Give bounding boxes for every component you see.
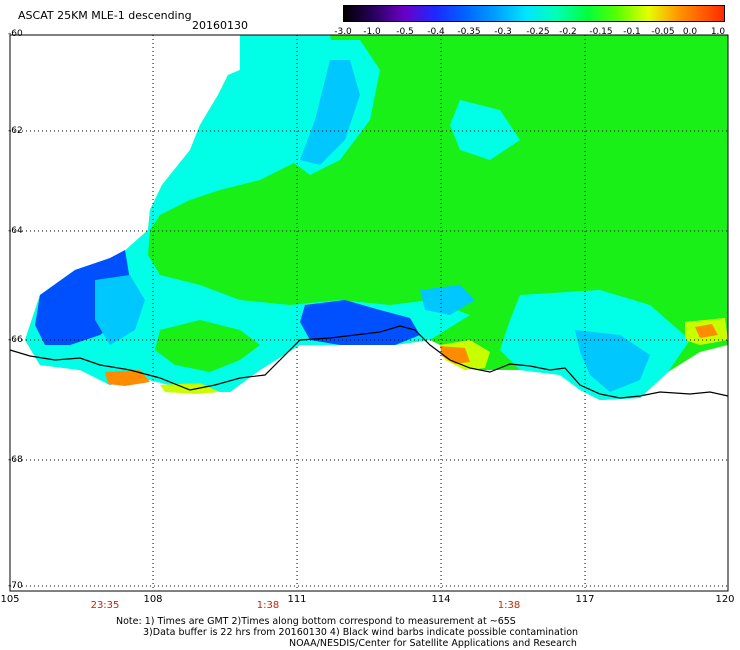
note-line-2: 3)Data buffer is 22 hrs from 20160130 4)… bbox=[143, 627, 579, 638]
colorbar-label: 1.0 bbox=[710, 27, 726, 37]
ocean-lightblue-west bbox=[95, 275, 145, 345]
colorbar bbox=[343, 5, 725, 22]
lat-label: -64 bbox=[8, 226, 23, 236]
lon-label: 117 bbox=[575, 594, 595, 605]
colorbar-label: -0.4 bbox=[427, 27, 445, 37]
ocean-orange-east bbox=[695, 324, 718, 338]
note-line-3: NOAA/NESDIS/Center for Satellite Applica… bbox=[289, 638, 577, 649]
lat-label: -62 bbox=[8, 126, 23, 136]
ocean-lightblue-east bbox=[575, 330, 650, 392]
ocean-yellow-west bbox=[160, 383, 220, 394]
ocean-blue-mid bbox=[300, 300, 420, 345]
lat-label: -60 bbox=[8, 29, 23, 39]
ocean-orange-coast bbox=[440, 346, 470, 364]
ocean-lightblue-streak bbox=[300, 60, 360, 165]
lat-label: -70 bbox=[8, 581, 23, 591]
colorbar-label: -0.1 bbox=[623, 27, 641, 37]
lon-label: 111 bbox=[287, 594, 307, 605]
colorbar-label: -1.0 bbox=[363, 27, 381, 37]
colorbar-label: -3.0 bbox=[334, 27, 352, 37]
pass-time-label: 1:38 bbox=[497, 600, 521, 611]
lat-label: -66 bbox=[8, 335, 23, 345]
colorbar-label: -0.3 bbox=[494, 27, 512, 37]
ocean-lightblue-mid bbox=[420, 285, 475, 315]
colorbar-label: -0.5 bbox=[396, 27, 414, 37]
note-line-1: Note: 1) Times are GMT 2)Times along bot… bbox=[116, 616, 516, 627]
colorbar-label: -0.15 bbox=[589, 27, 613, 37]
colorbar-label: -0.35 bbox=[457, 27, 481, 37]
colorbar-label: -0.2 bbox=[559, 27, 577, 37]
ocean-cyan-inner bbox=[450, 100, 520, 160]
lon-label: 105 bbox=[0, 594, 20, 605]
lon-label: 114 bbox=[431, 594, 451, 605]
ocean-data-field bbox=[25, 35, 728, 400]
colorbar-label: 0.0 bbox=[682, 27, 698, 37]
map-frame bbox=[9, 34, 729, 592]
colorbar-label: -0.05 bbox=[651, 27, 675, 37]
ocean-orange-west bbox=[105, 370, 150, 386]
lat-label: -68 bbox=[8, 455, 23, 465]
colorbar-label: -0.25 bbox=[526, 27, 550, 37]
product-title: ASCAT 25KM MLE-1 descending bbox=[18, 9, 192, 22]
lon-label: 108 bbox=[143, 594, 163, 605]
antarctic-coastline bbox=[9, 325, 729, 399]
product-date: 20160130 bbox=[192, 19, 248, 32]
pass-time-label: 23:35 bbox=[90, 600, 120, 611]
pass-time-label: 1:38 bbox=[256, 600, 280, 611]
graticule bbox=[10, 35, 728, 591]
ocean-green-patch-west bbox=[155, 320, 260, 372]
lon-label: 120 bbox=[715, 594, 735, 605]
